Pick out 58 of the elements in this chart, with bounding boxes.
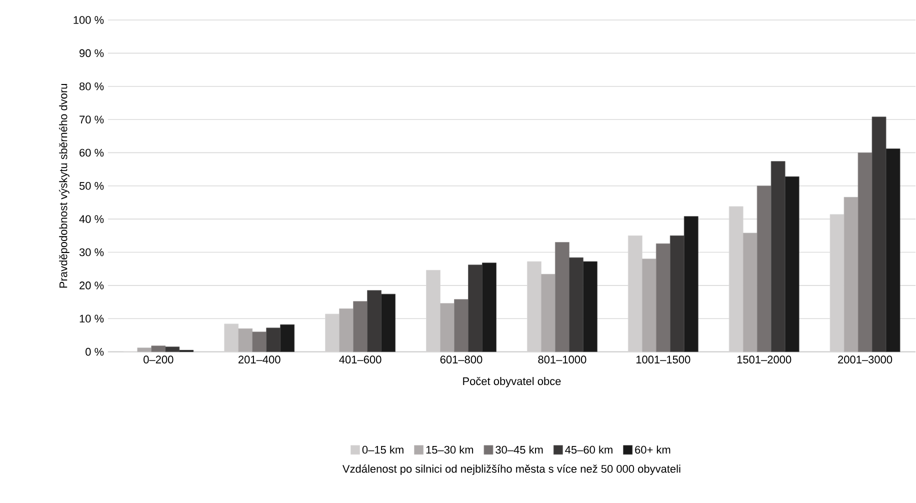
bar <box>872 116 886 352</box>
bar <box>756 186 772 352</box>
x-tick-label: 601–800 <box>440 356 482 364</box>
bar <box>252 332 267 352</box>
bar <box>858 152 872 352</box>
y-tick-label: 40 % <box>79 215 104 224</box>
bar <box>454 299 468 352</box>
legend-label: 30–45 km <box>496 446 543 454</box>
bar <box>844 197 858 352</box>
bar <box>165 346 180 352</box>
bar <box>784 176 800 352</box>
legend-label: 60+ km <box>635 446 670 454</box>
x-axis-title: Počet obyvatel obce <box>463 377 561 388</box>
x-tick-label: 201–400 <box>238 356 280 364</box>
bar <box>468 264 482 352</box>
y-tick-label: 30 % <box>79 248 104 256</box>
bar <box>684 216 698 352</box>
x-tick-label: 1501–2000 <box>737 356 792 364</box>
x-tick-label: 0–200 <box>144 356 174 364</box>
bar <box>367 290 382 352</box>
y-tick-label: 100 % <box>74 16 104 24</box>
bar <box>656 244 670 352</box>
y-tick-label: 20 % <box>80 282 104 290</box>
bar <box>381 294 396 352</box>
legend-label: 0–15 km <box>362 446 404 454</box>
bar <box>238 328 253 352</box>
legend-label: 45–60 km <box>565 446 612 454</box>
x-tick-label: 1001–1500 <box>636 356 690 364</box>
bar <box>770 161 786 352</box>
bar <box>339 308 354 352</box>
legend-label: 15–30 km <box>426 446 474 454</box>
y-tick-label: 70 % <box>80 116 104 124</box>
bar <box>440 303 454 352</box>
y-tick-label: 80 % <box>79 82 104 90</box>
bar <box>541 274 556 352</box>
bar <box>280 324 295 352</box>
bar <box>582 261 598 352</box>
x-tick-label: 801–1000 <box>538 356 586 364</box>
bar <box>137 348 152 352</box>
bar <box>886 148 900 352</box>
x-tick-label: 2001–3000 <box>838 356 892 364</box>
y-tick-label: 90 % <box>80 49 104 58</box>
y-tick-label: 0 % <box>86 348 104 356</box>
y-tick-label: 60 % <box>80 148 104 157</box>
bar <box>151 346 166 352</box>
bar <box>670 236 684 352</box>
text: Vzdálenost po silnici od nejbližšího města s více než 50 000 obyvateli <box>342 464 680 476</box>
x-tick-label: 401–600 <box>339 356 382 364</box>
bar <box>353 301 368 352</box>
bar <box>642 258 656 352</box>
y-axis-title: Pravděpodobnost výskytu sběrného dvoru <box>59 84 70 288</box>
bar <box>742 232 758 352</box>
y-tick-label: 10 % <box>80 314 104 323</box>
y-tick-label: 50 % <box>79 182 104 190</box>
bar <box>568 258 584 352</box>
bar <box>555 242 570 352</box>
bar <box>482 262 496 352</box>
bar <box>266 328 281 352</box>
